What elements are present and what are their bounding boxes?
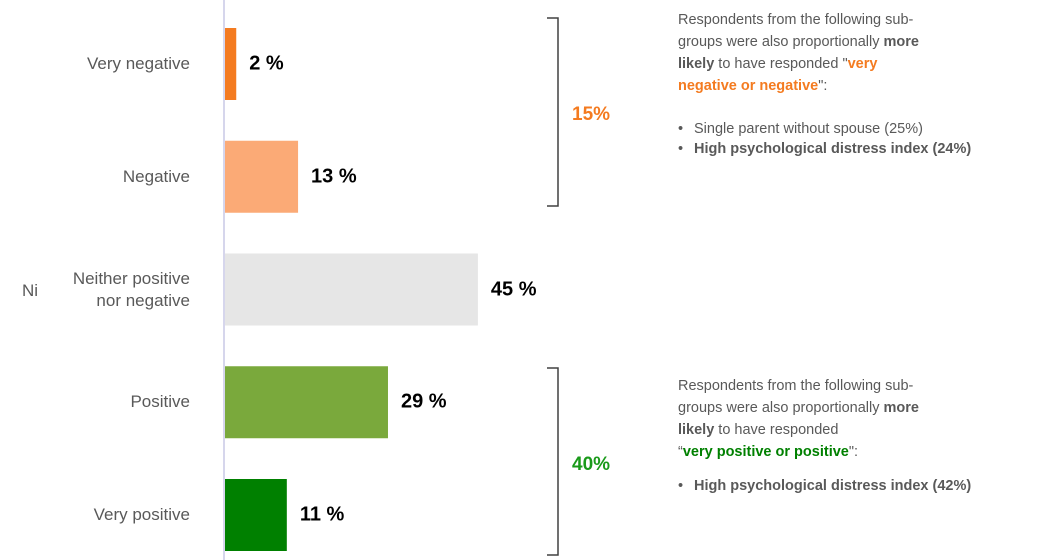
bullet-text: Single parent without spouse (25%) [694, 121, 923, 137]
note-text: likely [678, 422, 715, 438]
bar [225, 253, 478, 326]
bullet-text: High psychological distress index (24%) [694, 141, 972, 157]
bracket-label: 40% [572, 453, 611, 475]
note-text: Respondents from the following sub- [678, 378, 914, 394]
note-text: groups were also proportionally [678, 34, 884, 50]
bar [225, 140, 299, 213]
note-text: to have responded " [714, 56, 848, 72]
value-label: 29 % [400, 390, 447, 413]
category-label: Very negative [86, 54, 190, 73]
bullet-dot: • [678, 478, 684, 494]
value-label: 11 % [299, 503, 345, 526]
category-label: Negative [122, 166, 190, 186]
note-text: likely [678, 56, 715, 72]
side-text: Ni [22, 281, 39, 300]
note-line: negative or negative": [678, 78, 827, 94]
note-line: Respondents from the following sub- [678, 378, 913, 394]
category-label: Neither positive nor negative [72, 268, 190, 310]
bracket-label: 15% [572, 104, 611, 125]
value-label: 13 % [311, 165, 357, 188]
note-line: likely to have responded [678, 422, 838, 438]
note-text: very [847, 56, 878, 72]
note-line: groups were also proportionally more [678, 400, 919, 416]
note-line: Respondents from the following sub- [678, 12, 913, 28]
value-label: 2 % [249, 52, 284, 75]
note-text: more [883, 400, 919, 416]
note-line: “very positive or positive": [678, 444, 858, 460]
bracket [547, 367, 559, 556]
value-label: 45 % [490, 278, 537, 300]
note-text: “ [678, 444, 683, 460]
bullet-dot: • [678, 121, 684, 137]
bullet-text: High psychological distress index (42%) [694, 478, 972, 494]
bar [225, 28, 237, 100]
note-line: groups were also proportionally more [678, 34, 919, 50]
bar [225, 366, 388, 439]
note-text: very positive or positive [682, 444, 849, 460]
note-text: to have responded [714, 422, 839, 438]
note-text: Respondents from the following sub- [678, 12, 914, 28]
bullet-dot: • [678, 141, 684, 157]
note-text: more [883, 34, 919, 50]
category-label: Very positive [93, 505, 190, 524]
note-line: likely to have responded "very [678, 56, 877, 72]
bar [225, 479, 287, 551]
category-label: Positive [130, 392, 190, 412]
note-text: groups were also proportionally [678, 400, 884, 416]
note-text: ": [848, 444, 859, 460]
note-text: negative or negative [678, 78, 819, 94]
bracket [547, 17, 559, 207]
note-text: ": [818, 78, 828, 94]
